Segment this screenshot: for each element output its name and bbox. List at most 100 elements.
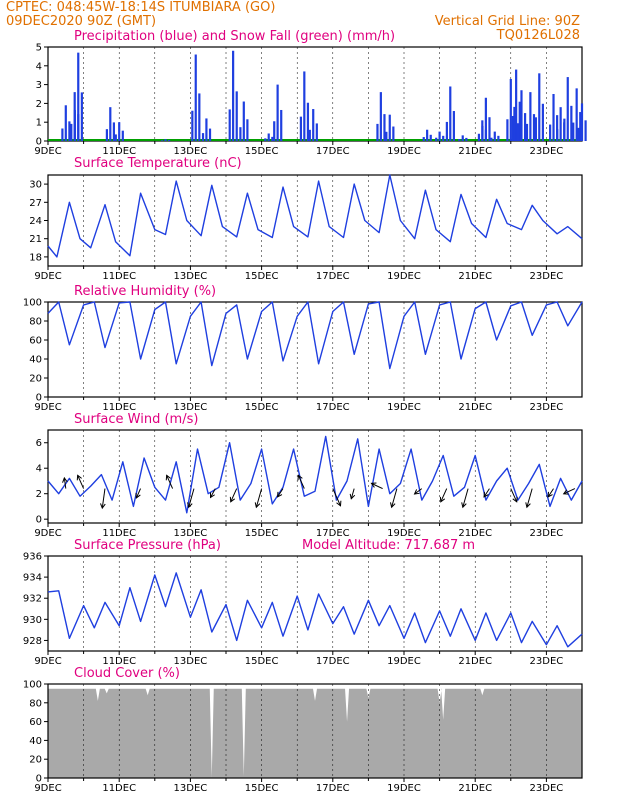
wind-arrow bbox=[188, 488, 195, 508]
wind-arrow-head bbox=[370, 482, 377, 488]
relative_humidity-line bbox=[47, 301, 583, 370]
precip-bar bbox=[303, 71, 306, 141]
precip-bar bbox=[532, 114, 536, 141]
wind-arrow bbox=[255, 488, 263, 508]
precip-bar bbox=[239, 127, 242, 141]
precip-bar bbox=[570, 105, 573, 141]
wind-arrow bbox=[63, 477, 67, 489]
precip-bar bbox=[194, 54, 197, 141]
precip-bar bbox=[383, 114, 386, 141]
wind-arrow-head bbox=[187, 502, 193, 509]
precip-bar bbox=[509, 78, 512, 141]
header-line-1: CPTEC: 048:45W-18:14S ITUMBIARA (GO) bbox=[6, 0, 276, 15]
rh-ytick-label: 80 bbox=[29, 317, 42, 328]
precip-bar bbox=[490, 137, 493, 141]
wind-arrow-head bbox=[512, 496, 518, 503]
pres-title: Surface Pressure (hPa) bbox=[72, 538, 223, 553]
precip-bar bbox=[121, 130, 124, 141]
precip-bar bbox=[271, 136, 274, 141]
precip-bar bbox=[379, 92, 382, 141]
temp-ytick-label: 27 bbox=[29, 198, 42, 209]
wind-xtick-label: 15DEC bbox=[245, 528, 279, 539]
precip-bar bbox=[306, 102, 310, 141]
cloud-cover-area bbox=[48, 688, 582, 778]
pres-xtick-label: 15DEC bbox=[245, 656, 279, 667]
pres-ytick-label: 928 bbox=[23, 636, 42, 647]
cloud-xtick-label: 13DEC bbox=[174, 783, 208, 794]
wind-arrow-head bbox=[100, 503, 106, 510]
wind-arrow bbox=[77, 475, 85, 489]
temp-xtick-label: 19DEC bbox=[387, 271, 421, 282]
temp-xtick-label: 13DEC bbox=[174, 271, 208, 282]
cloud-frame bbox=[47, 683, 583, 779]
pres-xtick-label: 11DEC bbox=[102, 656, 136, 667]
precip-bar bbox=[481, 125, 484, 141]
wind-arrow bbox=[297, 475, 305, 489]
wind-arrow bbox=[101, 488, 106, 509]
precip-xtick-label: 17DEC bbox=[316, 146, 350, 157]
pres-xtick-label: 19DEC bbox=[387, 656, 421, 667]
temp-ytick-label: 18 bbox=[29, 252, 42, 263]
wind-xtick-label: 9DEC bbox=[34, 528, 61, 539]
precip-bar bbox=[205, 118, 208, 141]
rh-ytick-label: 60 bbox=[29, 336, 42, 347]
precip-bar bbox=[523, 113, 527, 141]
precip-bar bbox=[167, 139, 171, 141]
precip-bar bbox=[435, 137, 438, 141]
surface_pressure-line bbox=[47, 572, 583, 648]
rh-title: Relative Humidity (%) bbox=[72, 284, 219, 299]
precip-bar bbox=[506, 119, 509, 141]
precip-bar bbox=[566, 77, 569, 141]
cloud-ytick-label: 100 bbox=[23, 680, 42, 691]
wind-ytick-label: 6 bbox=[36, 438, 42, 449]
temp-ytick-label: 30 bbox=[29, 180, 42, 191]
wind-arrow bbox=[277, 488, 284, 498]
precip-bar bbox=[579, 112, 582, 141]
precip-bar bbox=[160, 140, 164, 141]
precip-bar bbox=[577, 127, 580, 141]
precip-bar bbox=[112, 122, 115, 141]
precip-bar bbox=[438, 131, 441, 141]
rh-ytick-label: 100 bbox=[23, 298, 42, 309]
precip-bar bbox=[228, 109, 231, 141]
precip-xtick-label: 23DEC bbox=[530, 146, 564, 157]
wind-arrow bbox=[350, 488, 355, 499]
wind-xtick-label: 17DEC bbox=[316, 528, 350, 539]
rh-ytick-label: 40 bbox=[29, 355, 42, 366]
precip-bar bbox=[572, 122, 575, 141]
wind-arrow-head bbox=[390, 502, 396, 509]
pres-ytick-label: 936 bbox=[23, 552, 42, 563]
header-code: TQ0126L028 bbox=[496, 28, 580, 43]
cloud-xtick-label: 15DEC bbox=[245, 783, 279, 794]
precip-bar bbox=[488, 117, 491, 141]
temp-xtick-label: 15DEC bbox=[245, 271, 279, 282]
wind-xtick-label: 11DEC bbox=[102, 528, 136, 539]
wind-arrow-head bbox=[562, 489, 569, 495]
precip-xtick-label: 19DEC bbox=[387, 146, 421, 157]
wind-arrow-head bbox=[439, 496, 446, 503]
wind-arrow-head bbox=[209, 492, 215, 499]
header-line-2: 09DEC2020 90Z (GMT) bbox=[6, 14, 157, 29]
precip-bar bbox=[242, 101, 245, 141]
precip-bar bbox=[563, 118, 566, 141]
precip-bar bbox=[246, 119, 249, 141]
pres-xtick-label: 13DEC bbox=[174, 656, 208, 667]
precip-panel bbox=[44, 46, 587, 145]
precip-bar bbox=[208, 128, 212, 141]
wind-arrow-head bbox=[76, 474, 82, 481]
cloud-xtick-label: 23DEC bbox=[530, 783, 564, 794]
pres-altitude: Model Altitude: 717.687 m bbox=[300, 538, 478, 553]
precip-ytick-label: 0 bbox=[36, 137, 42, 148]
precip-bar bbox=[580, 103, 584, 141]
precip-bar bbox=[442, 135, 445, 141]
precip-bar bbox=[77, 52, 80, 141]
precip-bar bbox=[511, 115, 514, 141]
wind-arrow-head bbox=[547, 491, 553, 498]
precip-bar bbox=[388, 114, 391, 141]
rh-xtick-label: 17DEC bbox=[316, 402, 350, 413]
wind-arrow-head bbox=[165, 474, 171, 481]
temp-xtick-label: 17DEC bbox=[316, 271, 350, 282]
wind-arrow bbox=[462, 488, 469, 508]
cloud-xtick-label: 19DEC bbox=[387, 783, 421, 794]
